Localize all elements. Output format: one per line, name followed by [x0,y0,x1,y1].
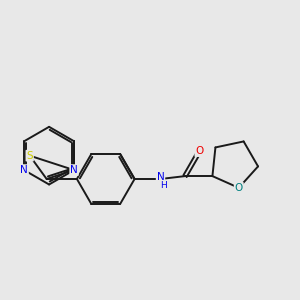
Text: N: N [70,165,78,175]
Text: S: S [26,151,33,161]
Text: O: O [195,146,204,156]
Text: N: N [157,172,164,182]
Text: O: O [235,183,243,193]
Text: H: H [160,181,167,190]
Text: N: N [20,165,28,175]
